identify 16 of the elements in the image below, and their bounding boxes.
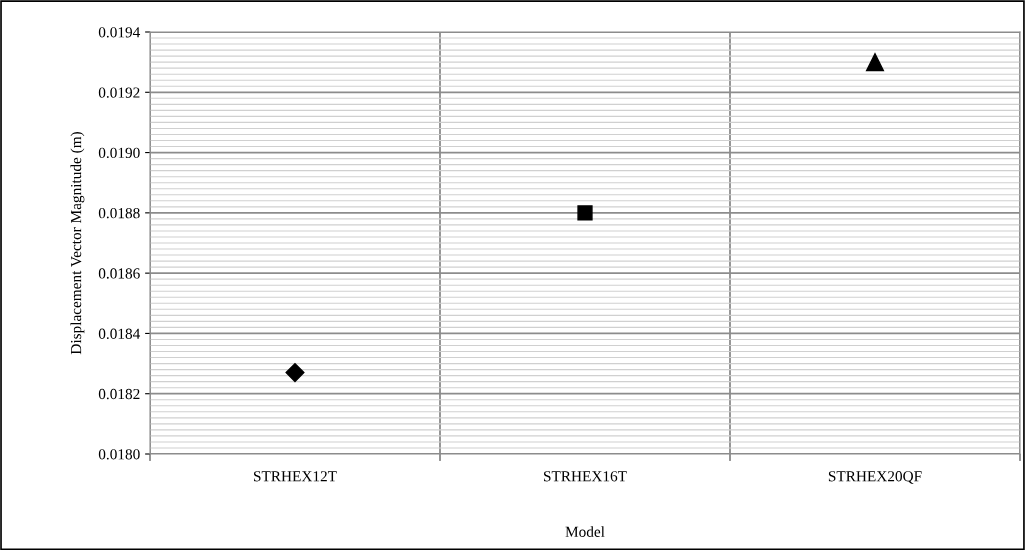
y-tick-label: 0.0190 <box>98 147 140 159</box>
y-tick-label: 0.0184 <box>98 328 141 339</box>
point <box>865 53 885 72</box>
x-tick-label: STRHEX20QF <box>828 471 922 484</box>
y-tick-label: 0.0182 <box>98 388 140 400</box>
y-tick-label: 0.0194 <box>98 27 141 38</box>
y-tick-label: 0.0180 <box>98 449 140 460</box>
x-tick-label: STRHEX12T <box>254 471 337 482</box>
point <box>285 363 305 383</box>
x-tick-label: STRHEX16T <box>544 471 627 482</box>
y-tick-label: 0.0192 <box>98 87 140 98</box>
y-tick-label: 0.0188 <box>98 208 140 219</box>
x-axis-title: Model <box>565 526 605 537</box>
y-tick-label: 0.0186 <box>98 268 140 279</box>
y-axis-title: Displacement Vector Magnitude (m) <box>70 132 85 355</box>
point <box>577 205 593 221</box>
